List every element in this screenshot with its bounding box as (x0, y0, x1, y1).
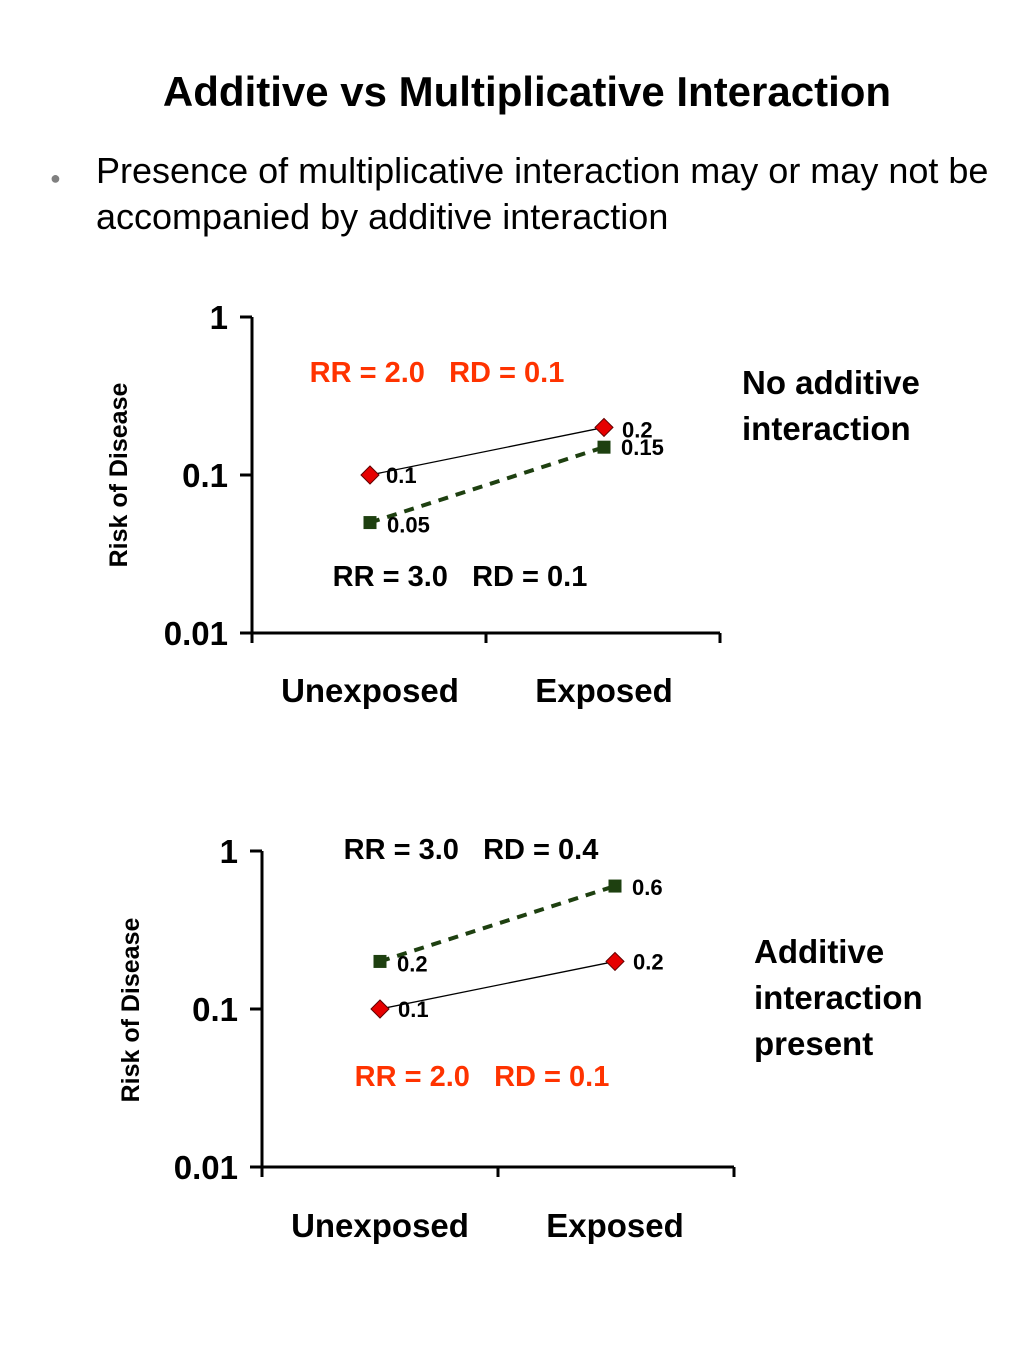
data-point-diamond (605, 951, 625, 972)
y-tick-label: 1 (220, 833, 238, 870)
data-label: 0.1 (386, 463, 417, 488)
data-point-square (597, 440, 611, 454)
data-point-square (373, 954, 387, 968)
y-axis-label: Risk of Disease (105, 383, 133, 568)
x-tick-label: Unexposed (281, 672, 459, 709)
data-label: 0.2 (397, 951, 428, 976)
data-label: 0.15 (621, 435, 664, 460)
data-point-square (608, 879, 622, 893)
x-tick-label: Exposed (546, 1207, 684, 1244)
chart-note-additive-present: Additive interaction present (754, 933, 923, 1062)
data-point-diamond (360, 465, 380, 485)
rr-rd-annotation: RR = 3.0 RD = 0.4 (344, 834, 599, 866)
chart-additive-present: 0.01 0.1 1 Unexposed Exposed Risk of Disease 0… (117, 833, 736, 1244)
data-point-square (363, 516, 377, 530)
y-axis-label: Risk of Disease (117, 918, 145, 1103)
y-tick-label: 0.1 (192, 991, 238, 1028)
bullet-text: Presence of multiplicative interaction m… (96, 150, 989, 237)
slide-title: Additive vs Multiplicative Interaction (162, 68, 892, 115)
bullet-dot: ● (50, 168, 61, 188)
data-label: 0.1 (398, 997, 429, 1022)
x-tick-label: Exposed (535, 672, 673, 709)
y-tick-label: 0.01 (164, 615, 228, 652)
y-tick-label: 0.1 (182, 457, 228, 494)
series-line (379, 884, 616, 964)
data-label: 0.05 (387, 513, 430, 538)
data-point-diamond (370, 999, 390, 1019)
data-point-diamond (594, 417, 614, 438)
series-line (379, 960, 616, 1010)
data-label: 0.2 (622, 417, 653, 442)
data-label: 0.6 (632, 875, 663, 900)
data-label: 0.2 (633, 949, 664, 974)
y-tick-label: 0.01 (174, 1149, 238, 1186)
rr-rd-annotation: RR = 2.0 RD = 0.1 (355, 1061, 610, 1093)
rr-rd-annotation: RR = 2.0 RD = 0.1 (310, 357, 565, 389)
chart-note-no-additive: No additive interaction (742, 364, 920, 447)
chart-no-additive: 0.01 0.1 1 Unexposed Exposed Risk of Disease 0… (105, 299, 722, 709)
series-line (369, 445, 605, 525)
y-tick-label: 1 (210, 299, 228, 336)
x-tick-label: Unexposed (291, 1207, 469, 1244)
rr-rd-annotation: RR = 3.0 RD = 0.1 (333, 561, 588, 593)
series-line (369, 426, 605, 476)
